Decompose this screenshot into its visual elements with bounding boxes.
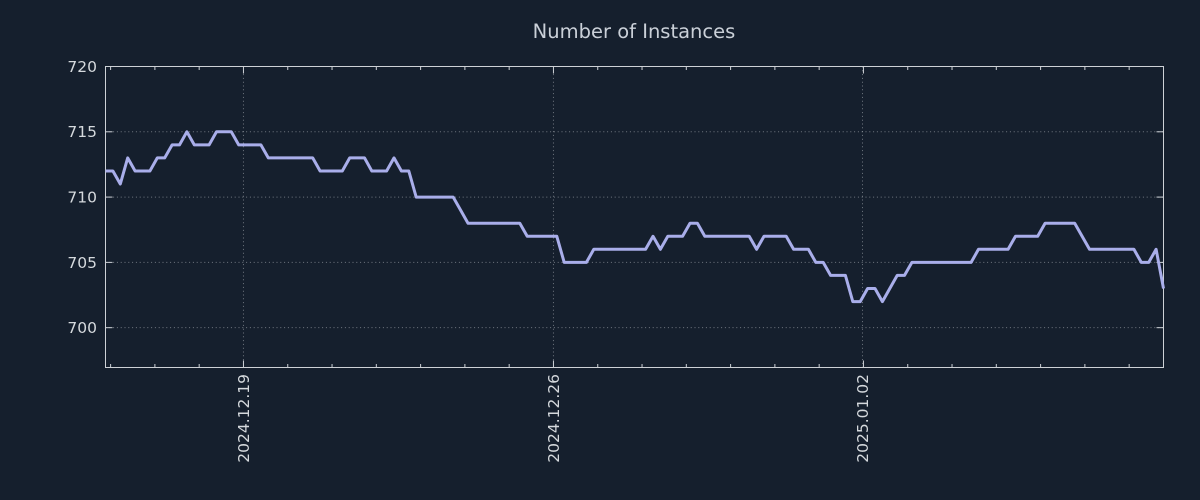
y-axis-tick-label: 710	[67, 189, 97, 207]
y-axis-tick-label: 700	[67, 319, 97, 337]
series-layer	[105, 130, 1165, 304]
chart-title: Number of Instances	[533, 20, 736, 43]
plot-border	[105, 66, 1164, 368]
x-axis-tick-label: 2025.01.02	[854, 374, 872, 463]
instances-data-line	[105, 130, 1165, 304]
y-axis-tick-label: 705	[67, 254, 97, 272]
axis-layer	[105, 66, 1164, 368]
grid-layer	[105, 66, 1164, 368]
y-axis-tick-label: 715	[67, 123, 97, 141]
x-axis-tick-label: 2024.12.26	[545, 374, 563, 463]
label-layer: 700 705 710 715 720 2024.12.19 2024.12.26 2025.…	[67, 58, 872, 463]
x-axis-tick-label: 2024.12.19	[235, 374, 253, 463]
y-axis-tick-label: 720	[67, 58, 97, 76]
